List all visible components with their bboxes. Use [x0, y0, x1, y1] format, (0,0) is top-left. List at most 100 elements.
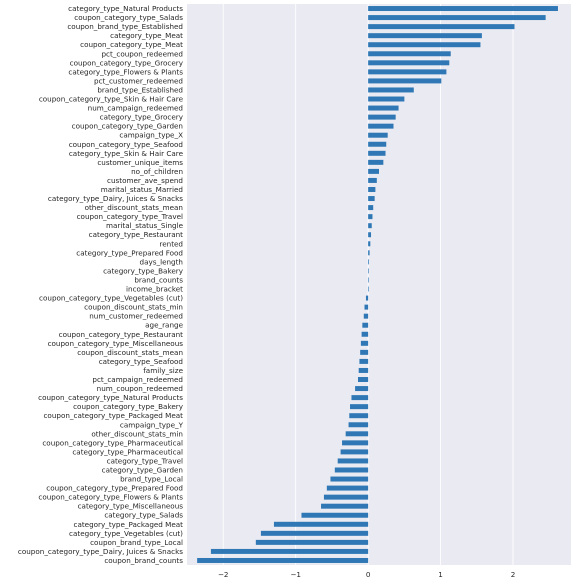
bar-54	[323, 494, 369, 500]
bar-36	[361, 331, 369, 337]
y-tick-label-58: category_type_Vegetables (cut)	[69, 529, 183, 538]
y-tick-label-46: campaign_type_Y	[120, 420, 184, 429]
bar-47	[345, 431, 369, 437]
y-tick-label-37: coupon_category_type_Miscellaneous	[48, 339, 184, 348]
bar-29	[368, 268, 369, 274]
y-tick-label-5: pct_coupon_redeemed	[101, 49, 183, 58]
bar-7	[368, 69, 447, 75]
y-tick-label-2: coupon_brand_type_Established	[67, 22, 183, 31]
y-tick-labels: category_type_Natural Productscoupon_cat…	[18, 4, 184, 565]
bar-25	[368, 232, 372, 238]
bar-49	[340, 449, 369, 455]
x-tick-labels: −2 −1 0 1 2	[218, 570, 515, 579]
bar-6	[368, 60, 450, 66]
bar-53	[326, 485, 369, 491]
y-tick-label-38: coupon_discount_stats_mean	[77, 348, 183, 357]
bar-55	[321, 503, 369, 509]
y-tick-label-47: other_discount_stats_min	[91, 429, 183, 438]
y-tick-label-34: num_customer_redeemed	[89, 312, 183, 321]
bar-40	[358, 367, 369, 373]
y-tick-label-8: pct_customer_redeemed	[94, 76, 183, 85]
bar-31	[368, 286, 369, 292]
y-tick-label-21: category_type_Dairy, Juices & Snacks	[48, 194, 183, 203]
y-tick-label-45: coupon_category_type_Packaged Meat	[43, 411, 183, 420]
y-tick-label-43: coupon_category_type_Natural Products	[38, 393, 183, 402]
y-tick-label-51: category_type_Garden	[102, 465, 183, 474]
bar-56	[301, 512, 369, 518]
y-tick-label-30: brand_counts	[134, 275, 183, 284]
bar-4	[368, 42, 481, 48]
y-tick-label-55: category_type_Miscellaneous	[78, 502, 184, 511]
y-tick-label-57: category_type_Packaged Meat	[74, 520, 184, 529]
bar-28	[368, 259, 369, 265]
bar-45	[349, 413, 369, 419]
y-tick-label-54: coupon_category_type_Flowers & Plants	[38, 493, 183, 502]
y-tick-label-40: family_size	[143, 366, 183, 375]
y-tick-label-56: category_type_Salads	[104, 511, 183, 520]
bar-27	[368, 250, 370, 256]
y-tick-label-60: coupon_category_type_Dairy, Juices & Sna…	[18, 547, 183, 556]
y-tick-label-50: category_type_Travel	[107, 456, 183, 465]
bar-16	[368, 150, 386, 156]
bar-9	[368, 87, 414, 93]
bar-8	[368, 78, 442, 84]
y-tick-label-6: coupon_category_type_Grocery	[70, 58, 184, 67]
bar-14	[368, 132, 388, 138]
bar-10	[368, 96, 405, 102]
y-tick-label-16: category_type_Skin & Hair Care	[69, 149, 184, 158]
bar-38	[360, 349, 369, 355]
y-tick-label-28: days_length	[140, 257, 183, 266]
bar-42	[355, 386, 369, 392]
x-tick-label-1: −1	[290, 570, 301, 579]
y-tick-label-61: coupon_brand_counts	[104, 556, 183, 565]
y-tick-label-36: coupon_category_type_Restaurant	[59, 330, 184, 339]
y-tick-label-44: coupon_category_type_Bakery	[73, 402, 184, 411]
bar-21	[368, 196, 375, 202]
y-tick-label-29: category_type_Bakery	[103, 266, 184, 275]
x-tick-label-4: 2	[511, 570, 516, 579]
y-tick-label-9: brand_type_Established	[97, 85, 183, 94]
bar-60	[210, 548, 369, 554]
bar-34	[363, 313, 369, 319]
y-tick-label-42: num_coupon_redeemed	[97, 384, 183, 393]
bar-58	[260, 530, 369, 536]
x-tick-label-2: 0	[366, 570, 371, 579]
bar-32	[365, 295, 369, 301]
y-tick-label-12: category_type_Grocery	[100, 113, 184, 122]
bar-19	[368, 177, 377, 183]
y-tick-label-0: category_type_Natural Products	[68, 4, 183, 13]
y-tick-label-23: coupon_category_type_Travel	[77, 212, 183, 221]
y-tick-label-24: marital_status_Single	[106, 221, 184, 230]
bar-22	[368, 205, 374, 211]
y-tick-label-15: coupon_category_type_Seafood	[69, 140, 183, 149]
bar-52	[330, 476, 369, 482]
x-tick-label-0: −2	[218, 570, 229, 579]
bar-41	[357, 377, 369, 382]
bar-23	[368, 214, 373, 220]
y-tick-label-11: num_campaign_redeemed	[88, 104, 183, 113]
y-tick-label-1: coupon_category_type_Salads	[74, 13, 183, 22]
y-tick-label-25: category_type_Restaurant	[89, 230, 184, 239]
y-tick-label-53: coupon_category_type_Prepared Food	[46, 484, 183, 493]
y-tick-label-59: coupon_brand_type_Local	[90, 538, 183, 547]
y-tick-label-26: rented	[159, 239, 183, 248]
y-tick-label-20: marital_status_Married	[101, 185, 183, 194]
bar-11	[368, 105, 399, 111]
bar-51	[334, 467, 369, 473]
y-tick-label-3: category_type_Meat	[110, 31, 183, 40]
bar-20	[368, 187, 376, 192]
bar-0	[368, 6, 558, 12]
bar-26	[368, 241, 371, 247]
y-tick-label-48: coupon_category_type_Pharmaceutical	[42, 438, 183, 447]
bar-48	[342, 440, 369, 446]
bar-15	[368, 141, 387, 147]
y-tick-label-14: campaign_type_X	[119, 131, 183, 140]
bar-33	[364, 304, 369, 310]
y-tick-label-39: category_type_Seafood	[99, 357, 183, 366]
y-tick-label-32: coupon_category_type_Vegetables (cut)	[39, 294, 183, 303]
bar-35	[362, 322, 369, 328]
bar-43	[351, 395, 369, 401]
bar-1	[368, 15, 546, 21]
y-tick-label-7: category_type_Flowers & Plants	[68, 67, 183, 76]
